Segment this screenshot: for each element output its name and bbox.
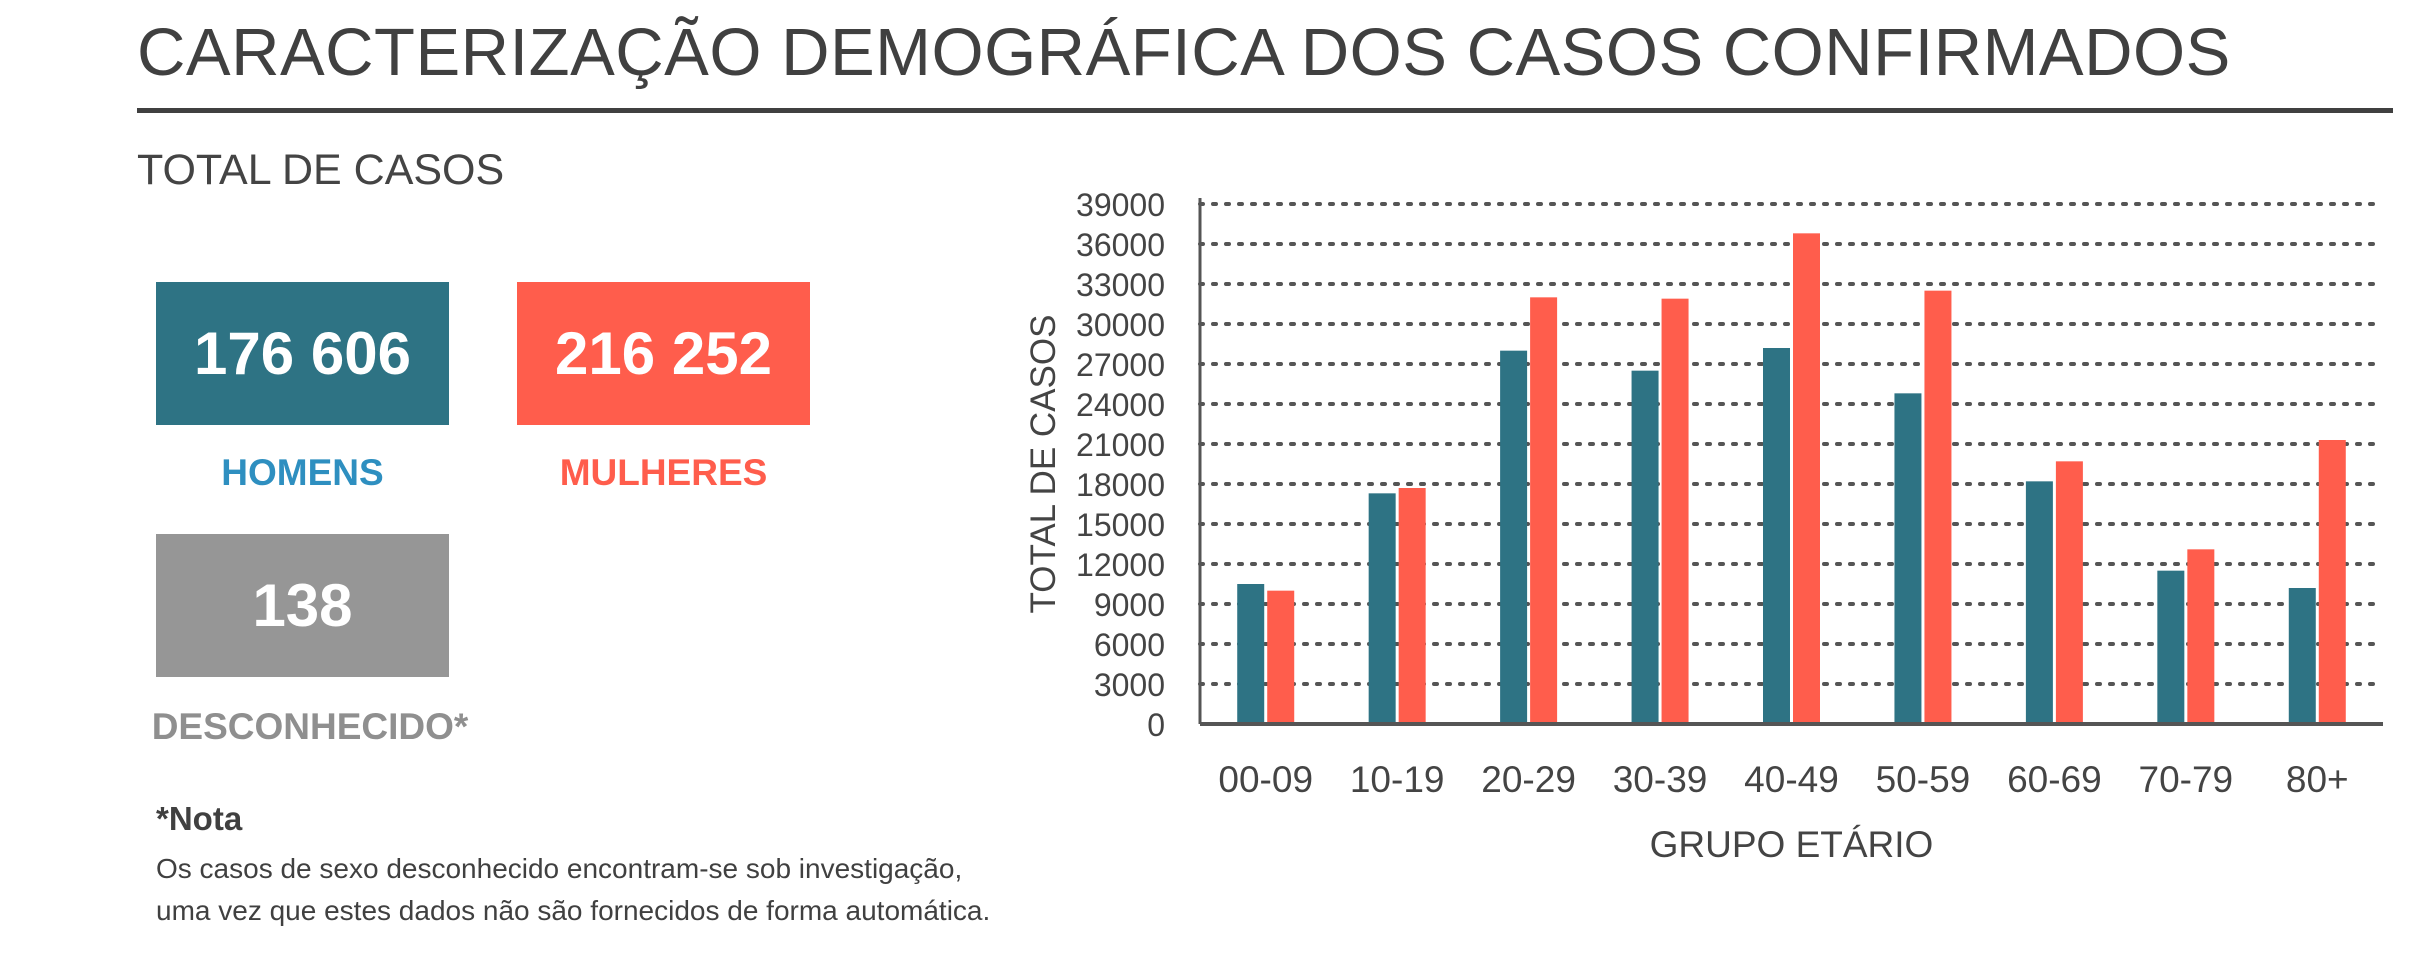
title-divider	[137, 108, 2393, 113]
unknown-total-box: 138	[156, 534, 449, 677]
x-tick-label: 60-69	[2007, 759, 2102, 800]
y-tick-label: 21000	[1076, 427, 1165, 463]
bar-70-79-series-1	[2157, 570, 2185, 724]
bar-10-19-series-2	[1398, 488, 1426, 724]
y-tick-label: 12000	[1076, 547, 1165, 583]
y-tick-label: 15000	[1076, 507, 1165, 543]
x-tick-label: 40-49	[1744, 759, 1839, 800]
bar-20-29-series-1	[1500, 350, 1528, 724]
y-tick-labels: 0 3000 6000 9000 12000 15000 18000 21000 24000 27…	[1076, 187, 1165, 743]
unknown-total-value: 138	[252, 572, 353, 639]
y-tick-label: 0	[1147, 707, 1165, 743]
section-subtitle: TOTAL DE CASOS	[137, 146, 505, 194]
x-tick-label: 20-29	[1481, 759, 1576, 800]
bar-80+-series-2	[2318, 440, 2346, 724]
bar-70-79-series-2	[2187, 549, 2215, 724]
y-tick-label: 6000	[1094, 627, 1165, 663]
x-tick-label: 00-09	[1218, 759, 1313, 800]
bar-60-69-series-1	[2025, 481, 2053, 724]
y-tick-label: 30000	[1076, 307, 1165, 343]
y-tick-label: 24000	[1076, 387, 1165, 423]
y-tick-label: 18000	[1076, 467, 1165, 503]
note-title: *Nota	[156, 800, 243, 837]
bar-00-09-series-2	[1267, 590, 1295, 724]
bar-30-39-series-1	[1631, 370, 1659, 724]
x-tick-label: 10-19	[1350, 759, 1445, 800]
men-total-box: 176 606	[156, 282, 449, 425]
men-total-value: 176 606	[194, 320, 411, 387]
x-tick-label: 70-79	[2139, 759, 2234, 800]
bar-60-69-series-2	[2055, 461, 2083, 724]
women-total-value: 216 252	[555, 320, 772, 387]
note-text: Os casos de sexo desconhecido encontram-…	[156, 848, 990, 932]
y-tick-label: 33000	[1076, 267, 1165, 303]
y-tick-label: 9000	[1094, 587, 1165, 623]
men-label: HOMENS	[221, 452, 384, 493]
x-tick-label: 80+	[2286, 759, 2349, 800]
x-axis-title: GRUPO ETÁRIO	[1650, 824, 1934, 865]
gridlines	[1198, 202, 2385, 686]
bar-20-29-series-2	[1530, 297, 1558, 724]
bar-80+-series-1	[2288, 588, 2316, 724]
note-line-1: Os casos de sexo desconhecido encontram-…	[156, 853, 963, 884]
bar-40-49-series-2	[1793, 233, 1820, 725]
x-tick-label: 30-39	[1613, 759, 1708, 800]
bar-50-59-series-2	[1924, 290, 1952, 724]
y-axis-title: TOTAL DE CASOS	[1024, 315, 1063, 614]
bar-40-49-series-1	[1763, 348, 1790, 724]
bar-50-59-series-1	[1894, 393, 1922, 724]
bar-10-19-series-1	[1368, 493, 1396, 724]
y-tick-label: 39000	[1076, 187, 1165, 223]
women-total-box: 216 252	[517, 282, 810, 425]
page-title: CARACTERIZAÇÃO DEMOGRÁFICA DOS CASOS CON…	[137, 15, 2231, 90]
x-tick-labels: 00-09 10-19 20-29 30-39 40-49 50-59 60-69 70-79…	[1218, 759, 2348, 800]
unknown-label: DESCONHECIDO*	[151, 706, 469, 747]
bar-30-39-series-2	[1661, 298, 1689, 724]
y-tick-label: 36000	[1076, 227, 1165, 263]
bar-00-09-series-1	[1237, 584, 1265, 724]
women-label: MULHERES	[559, 452, 768, 493]
y-tick-label: 27000	[1076, 347, 1165, 383]
bars	[1237, 233, 2346, 725]
x-tick-label: 50-59	[1876, 759, 1971, 800]
note-line-2: uma vez que estes dados não são fornecid…	[156, 895, 991, 926]
y-tick-label: 3000	[1094, 667, 1165, 703]
